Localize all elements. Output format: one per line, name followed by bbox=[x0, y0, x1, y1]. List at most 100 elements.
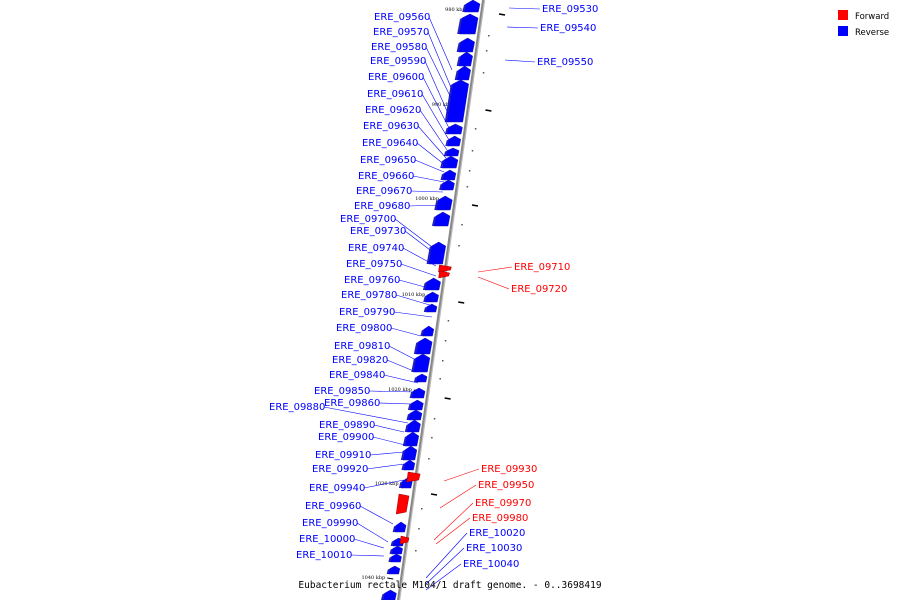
reverse-gene-shade bbox=[388, 556, 392, 562]
reverse-gene-block bbox=[458, 51, 473, 67]
tick-label: 1020 kbp bbox=[388, 387, 412, 393]
reverse-gene-shade bbox=[457, 18, 463, 34]
reverse-gene-shade bbox=[407, 403, 412, 410]
gene-leader-line bbox=[425, 532, 468, 579]
minor-feature-dot bbox=[466, 186, 469, 188]
reverse-gene-block bbox=[456, 65, 471, 81]
gene-leader-line bbox=[477, 266, 513, 273]
genome-axis bbox=[397, 0, 484, 600]
gene-label: ERE_09760 bbox=[344, 275, 400, 286]
gene-leader-line bbox=[402, 247, 437, 267]
gene-leader-line bbox=[373, 424, 405, 433]
reverse-gene-block bbox=[415, 373, 428, 383]
gene-label: ERE_09800 bbox=[336, 323, 392, 334]
gene-leader-line bbox=[419, 109, 448, 151]
gene-leader-line bbox=[408, 204, 443, 207]
reverse-gene-shade bbox=[411, 358, 416, 372]
reverse-gene-block bbox=[447, 135, 462, 147]
tick-label: 1000 kbp bbox=[415, 196, 439, 202]
reverse-gene-shade bbox=[456, 42, 461, 52]
gene-label: ERE_09850 bbox=[314, 386, 370, 397]
reverse-gene-block bbox=[388, 565, 401, 575]
gene-label: ERE_09840 bbox=[329, 370, 385, 381]
reverse-gene-shade bbox=[440, 173, 444, 180]
gene-leader-line bbox=[368, 390, 416, 393]
reverse-gene-block bbox=[458, 37, 475, 53]
reverse-gene-shade bbox=[404, 424, 409, 432]
forward-gene-block bbox=[438, 264, 452, 273]
gene-leader-line bbox=[428, 16, 453, 71]
gene-label: ERE_09890 bbox=[319, 420, 375, 431]
gene-label: ERE_09560 bbox=[374, 12, 430, 23]
reverse-gene-block bbox=[425, 303, 438, 313]
gene-label: ERE_09710 bbox=[514, 262, 570, 273]
gene-label: ERE_09930 bbox=[481, 464, 537, 475]
gene-leader-line bbox=[356, 522, 389, 543]
reverse-gene-shade bbox=[409, 391, 414, 398]
gene-label: ERE_09750 bbox=[346, 259, 402, 270]
gene-label: ERE_09570 bbox=[373, 27, 429, 38]
reverse-gene-block bbox=[402, 445, 418, 461]
gene-label: ERE_09980 bbox=[472, 513, 528, 524]
gene-leader-line bbox=[363, 479, 405, 489]
reverse-gene-shade bbox=[413, 342, 419, 354]
reverse-gene-block bbox=[445, 147, 460, 157]
reverse-gene-shade bbox=[389, 548, 393, 554]
minor-feature-dot bbox=[421, 508, 423, 510]
reverse-gene-shade bbox=[406, 413, 410, 420]
gene-leader-line bbox=[378, 402, 413, 405]
gene-label: ERE_09540 bbox=[540, 23, 596, 34]
gene-leader-line bbox=[416, 142, 446, 166]
reverse-gene-block bbox=[390, 553, 402, 563]
gene-leader-line bbox=[398, 279, 437, 291]
minor-feature-layer bbox=[415, 13, 506, 552]
gene-label: ERE_10020 bbox=[469, 528, 525, 539]
minor-feature-dot bbox=[433, 418, 436, 420]
gene-label: ERE_09660 bbox=[358, 171, 414, 182]
minor-feature-dash bbox=[444, 397, 451, 400]
reverse-gene-block bbox=[424, 277, 441, 291]
map-caption: Eubacterium rectale M104/1 draft genome.… bbox=[298, 580, 601, 591]
reverse-gene-shade bbox=[413, 376, 418, 382]
gene-label: ERE_10000 bbox=[299, 534, 355, 545]
tick-label: 980 kbp bbox=[445, 7, 466, 13]
reverse-gene-block bbox=[458, 13, 479, 35]
gene-label: ERE_09990 bbox=[302, 518, 358, 529]
gene-label: ERE_09530 bbox=[542, 4, 598, 15]
gene-label: ERE_09550 bbox=[537, 57, 593, 68]
minor-feature-dash bbox=[471, 204, 479, 207]
reverse-gene-block bbox=[433, 211, 451, 227]
gene-leader-line bbox=[412, 175, 445, 183]
gene-leader-line bbox=[393, 311, 433, 318]
gene-leader-line bbox=[400, 263, 437, 277]
reverse-gene-shade bbox=[445, 127, 449, 134]
gene-leader-line bbox=[477, 276, 510, 290]
gene-label: ERE_09650 bbox=[360, 155, 416, 166]
minor-feature-dot bbox=[415, 550, 417, 552]
gene-leader-line bbox=[394, 218, 437, 251]
gene-label: ERE_09600 bbox=[368, 72, 424, 83]
gene-leader-line bbox=[350, 554, 385, 557]
gene-label: ERE_09910 bbox=[315, 450, 371, 461]
gene-leader-line bbox=[433, 502, 474, 541]
minor-feature-dot bbox=[485, 50, 488, 52]
gene-label: ERE_09740 bbox=[348, 243, 404, 254]
minor-feature-dot bbox=[482, 72, 485, 74]
gene-leader-line bbox=[439, 484, 477, 509]
forward-gene-block bbox=[406, 471, 421, 483]
gene-label: ERE_10030 bbox=[466, 543, 522, 554]
tick-mark bbox=[387, 577, 394, 580]
gene-leader-line bbox=[506, 26, 539, 29]
minor-feature-dot bbox=[431, 437, 433, 439]
legend-swatch-reverse bbox=[838, 26, 848, 36]
gene-label: ERE_09680 bbox=[354, 201, 410, 212]
gene-label: ERE_09610 bbox=[367, 89, 423, 100]
reverse-gene-block bbox=[413, 353, 431, 373]
gene-label: ERE_10010 bbox=[296, 550, 352, 561]
gene-leader-line bbox=[421, 93, 450, 141]
reverse-gene-block bbox=[391, 545, 403, 555]
gene-label: ERE_09860 bbox=[324, 398, 380, 409]
reverse-gene-block bbox=[408, 409, 423, 421]
forward-gene-block bbox=[438, 270, 450, 279]
gene-leader-line bbox=[359, 505, 394, 525]
